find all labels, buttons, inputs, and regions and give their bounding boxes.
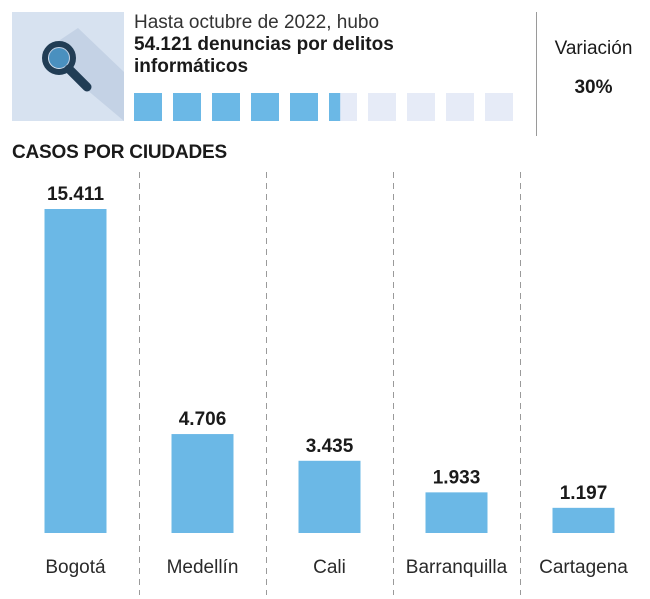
summary-line-3: informáticos <box>134 56 249 77</box>
category-label: Bogotá <box>45 557 106 578</box>
bar-value-label: 15.411 <box>47 184 104 205</box>
bar-chart: 15.411 Bogotá 4.706 Medellín 3.435 Cali 1.933 B… <box>44 172 628 595</box>
progress-segment-fill <box>134 93 162 121</box>
category-label: Barranquilla <box>406 557 508 578</box>
bar-value-label: 3.435 <box>306 436 354 457</box>
progress-segment-fill <box>329 93 341 121</box>
progress-segment-track <box>407 93 435 121</box>
bar-3 <box>298 460 361 533</box>
summary-line-2: 54.121 denuncias por delitos <box>134 34 394 55</box>
variation-label: Variación <box>554 38 633 59</box>
progress-segment-fill <box>173 93 201 121</box>
variation-value: 30% <box>574 77 613 98</box>
summary-line-1: Hasta octubre de 2022, hubo <box>134 12 380 33</box>
bar-1 <box>44 209 107 533</box>
bar-4 <box>425 492 488 533</box>
progress-bar <box>134 93 513 121</box>
progress-segment-track <box>485 93 513 121</box>
bar-5 <box>552 507 615 533</box>
bar-value-label: 4.706 <box>179 409 227 430</box>
bar-value-label: 1.933 <box>433 467 481 488</box>
category-label: Medellín <box>167 557 239 578</box>
progress-segment-fill <box>251 93 279 121</box>
progress-segment-fill <box>212 93 240 121</box>
progress-segment-fill <box>290 93 318 121</box>
header-summary: Hasta octubre de 2022, hubo 54.121 denun… <box>134 12 524 78</box>
progress-segment-track <box>368 93 396 121</box>
bar-value-label: 1.197 <box>560 483 608 504</box>
category-label: Cali <box>313 557 346 578</box>
progress-segment-track <box>446 93 474 121</box>
divider-line <box>536 12 537 136</box>
category-label: Cartagena <box>539 557 628 578</box>
chart-title: CASOS POR CIUDADES <box>12 142 227 163</box>
magnifying-glass-graphic <box>42 28 124 121</box>
bar-2 <box>171 434 234 533</box>
magnifying-glass-icon <box>12 12 124 121</box>
